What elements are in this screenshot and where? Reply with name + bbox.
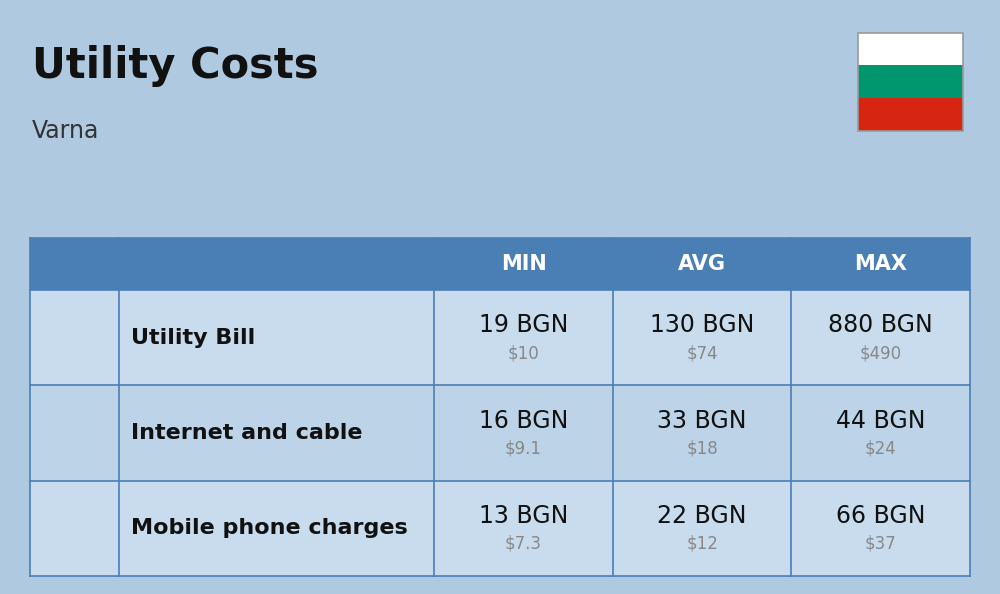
Text: 16 BGN: 16 BGN <box>479 409 568 433</box>
Text: Utility Costs: Utility Costs <box>32 45 318 87</box>
Text: $10: $10 <box>508 344 539 362</box>
Text: 19 BGN: 19 BGN <box>479 314 568 337</box>
Text: $24: $24 <box>865 440 897 457</box>
Bar <box>30 290 970 386</box>
Bar <box>30 386 970 481</box>
Bar <box>30 238 970 290</box>
Text: 13 BGN: 13 BGN <box>479 504 568 528</box>
Text: 44 BGN: 44 BGN <box>836 409 925 433</box>
Bar <box>858 33 963 131</box>
Text: MAX: MAX <box>854 254 907 274</box>
Text: 130 BGN: 130 BGN <box>650 314 754 337</box>
Bar <box>858 33 963 65</box>
Text: 33 BGN: 33 BGN <box>657 409 747 433</box>
Bar <box>858 98 963 131</box>
Text: $12: $12 <box>686 535 718 553</box>
Text: $74: $74 <box>686 344 718 362</box>
Text: AVG: AVG <box>678 254 726 274</box>
Bar <box>858 65 963 98</box>
Text: Mobile phone charges: Mobile phone charges <box>131 519 408 539</box>
Bar <box>30 481 970 576</box>
Text: Varna: Varna <box>32 119 99 143</box>
Text: 22 BGN: 22 BGN <box>657 504 747 528</box>
Text: $9.1: $9.1 <box>505 440 542 457</box>
Text: $490: $490 <box>860 344 902 362</box>
Text: $7.3: $7.3 <box>505 535 542 553</box>
Text: 66 BGN: 66 BGN <box>836 504 925 528</box>
Text: 880 BGN: 880 BGN <box>828 314 933 337</box>
Text: $18: $18 <box>686 440 718 457</box>
Text: MIN: MIN <box>501 254 546 274</box>
Text: Utility Bill: Utility Bill <box>131 328 256 347</box>
Text: $37: $37 <box>865 535 897 553</box>
Text: Internet and cable: Internet and cable <box>131 423 363 443</box>
